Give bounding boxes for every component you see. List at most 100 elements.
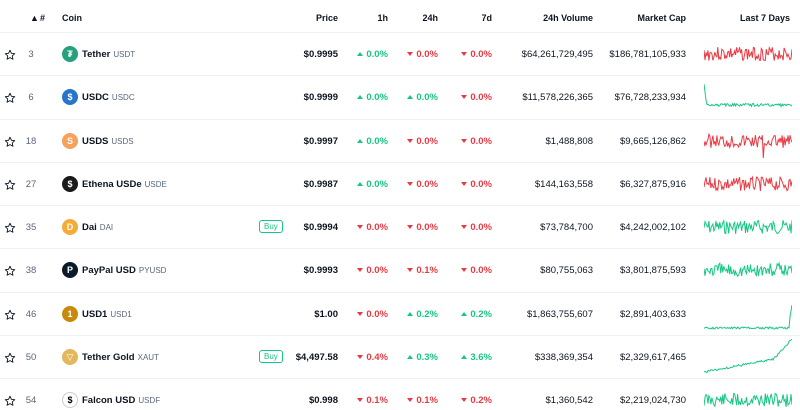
caret-down-icon xyxy=(357,311,364,316)
table-row[interactable]: 6 $ USDC USDC $0.9999 0.0% 0.0% 0.0% $11,… xyxy=(0,76,800,120)
header-1h[interactable]: 1h xyxy=(377,13,388,23)
coin-title[interactable]: USDC xyxy=(82,92,109,104)
table-row[interactable]: 50 ▽ Tether Gold XAUT Buy $4,497.58 0.4% … xyxy=(0,336,800,380)
coin-name[interactable]: PayPal USD PYUSD xyxy=(82,265,166,276)
coin-name[interactable]: Dai DAI xyxy=(82,222,113,233)
change-1h-value: 0.0% xyxy=(366,222,388,234)
coin-logo-icon: S xyxy=(62,132,78,149)
coin-logo-icon: $ xyxy=(62,392,78,409)
coin-title[interactable]: USD1 xyxy=(82,308,108,320)
coin-title[interactable]: Tether Gold xyxy=(82,352,135,364)
buy-button[interactable]: Buy xyxy=(259,350,283,364)
star-icon[interactable] xyxy=(4,222,16,234)
caret-down-icon xyxy=(461,95,468,100)
change-1h-value: 0.0% xyxy=(366,178,388,190)
change-1h: 0.0% xyxy=(357,309,388,320)
star-icon[interactable] xyxy=(4,265,16,277)
sparkline-path xyxy=(704,45,792,61)
caret-up-icon xyxy=(357,138,364,143)
change-1h-value: 0.0% xyxy=(366,265,388,277)
coin-symbol: USD1 xyxy=(110,309,132,319)
market-cap: $2,219,024,730 xyxy=(619,395,686,407)
table-row[interactable]: 3 ₮ Tether USDT $0.9995 0.0% 0.0% 0.0% $6… xyxy=(0,33,800,77)
change-7d: 0.0% xyxy=(461,265,492,276)
change-24h-value: 0.0% xyxy=(416,178,438,190)
price: $0.9999 xyxy=(303,92,338,104)
header-7d[interactable]: 7d xyxy=(481,13,492,23)
star-icon[interactable] xyxy=(4,352,16,364)
table-row[interactable]: 27 $ Ethena USDe USDE $0.9987 0.0% 0.0% 0… xyxy=(0,163,800,207)
coin-name[interactable]: USDS USDS xyxy=(82,136,134,147)
header-coin[interactable]: Coin xyxy=(62,13,82,23)
coin-symbol: USDE xyxy=(144,179,167,189)
header-volume[interactable]: 24h Volume xyxy=(543,13,593,23)
volume-24h: $80,755,063 xyxy=(540,265,593,277)
header-price[interactable]: Price xyxy=(315,13,338,23)
coin-logo-icon: ₮ xyxy=(62,46,78,62)
volume-24h: $11,578,226,365 xyxy=(522,92,593,104)
change-24h: 0.0% xyxy=(407,222,438,233)
sort-asc-icon[interactable]: ▲ xyxy=(30,13,39,23)
table-row[interactable]: 54 $ Falcon USD USDF $0.998 0.1% 0.1% 0.2… xyxy=(0,379,800,410)
coin-name[interactable]: Falcon USD USDF xyxy=(82,395,160,406)
change-24h-value: 0.1% xyxy=(416,395,438,407)
market-cap: $2,329,617,465 xyxy=(619,352,686,364)
header-market-cap[interactable]: Market Cap xyxy=(637,13,686,23)
sparkline-7d xyxy=(704,219,792,235)
coin-name[interactable]: Tether Gold XAUT xyxy=(82,352,159,363)
star-icon[interactable] xyxy=(4,179,16,191)
coin-name[interactable]: Ethena USDe USDE xyxy=(82,179,167,190)
coin-title[interactable]: Falcon USD xyxy=(82,395,136,407)
change-1h: 0.0% xyxy=(357,179,388,190)
change-24h-value: 0.0% xyxy=(416,135,438,147)
table-row[interactable]: 18 S USDS USDS $0.9997 0.0% 0.0% 0.0% $1,… xyxy=(0,120,800,163)
change-7d-value: 0.0% xyxy=(470,178,492,190)
sparkline-path xyxy=(704,304,792,330)
sparkline-7d xyxy=(704,45,792,61)
change-7d-value: 0.0% xyxy=(470,222,492,234)
table-row[interactable]: 38 P PayPal USD PYUSD $0.9993 0.0% 0.1% 0… xyxy=(0,249,800,293)
star-icon[interactable] xyxy=(4,136,16,148)
sparkline-path xyxy=(704,132,792,158)
table-row[interactable]: 35 D Dai DAI Buy $0.9994 0.0% 0.0% 0.0% $… xyxy=(0,206,800,250)
star-icon[interactable] xyxy=(4,49,16,61)
coin-title[interactable]: USDS xyxy=(82,135,109,147)
coin-name[interactable]: Tether USDT xyxy=(82,49,135,60)
volume-24h: $144,163,558 xyxy=(534,178,593,190)
change-24h-value: 0.0% xyxy=(416,222,438,234)
change-7d-value: 0.0% xyxy=(470,135,492,147)
header-24h[interactable]: 24h xyxy=(422,13,438,23)
coin-name[interactable]: USDC USDC xyxy=(82,92,135,103)
change-24h: 0.1% xyxy=(407,265,438,276)
change-1h: 0.1% xyxy=(357,395,388,406)
coin-title[interactable]: Ethena USDe xyxy=(82,178,142,190)
volume-24h: $73,784,700 xyxy=(540,222,593,234)
coin-title[interactable]: Dai xyxy=(82,222,97,234)
buy-button[interactable]: Buy xyxy=(259,220,283,234)
change-1h-value: 0.1% xyxy=(366,395,388,407)
price: $0.998 xyxy=(308,395,338,407)
sparkline-path xyxy=(704,261,792,278)
star-icon[interactable] xyxy=(4,92,16,104)
market-cap: $2,891,403,633 xyxy=(619,308,686,320)
table-row[interactable]: 46 1 USD1 USD1 $1.00 0.0% 0.2% 0.2% $1,86… xyxy=(0,293,800,337)
caret-up-icon xyxy=(461,355,468,360)
caret-up-icon xyxy=(407,311,414,316)
price: $0.9994 xyxy=(303,222,338,234)
caret-down-icon xyxy=(357,268,364,273)
header-last-7-days: Last 7 Days xyxy=(739,13,790,23)
header-rank[interactable]: # xyxy=(40,13,46,23)
star-icon[interactable] xyxy=(4,309,16,321)
sparkline-path xyxy=(704,84,792,109)
market-cap: $9,665,126,862 xyxy=(619,135,686,147)
change-7d: 0.0% xyxy=(461,49,492,60)
caret-down-icon xyxy=(461,52,468,56)
star-icon[interactable] xyxy=(4,395,16,407)
rank: 46 xyxy=(25,308,37,320)
change-1h: 0.0% xyxy=(357,49,388,60)
change-7d: 0.2% xyxy=(461,395,492,406)
coin-name[interactable]: USD1 USD1 xyxy=(82,309,132,320)
coin-title[interactable]: PayPal USD xyxy=(82,265,136,277)
coin-title[interactable]: Tether xyxy=(82,49,111,60)
